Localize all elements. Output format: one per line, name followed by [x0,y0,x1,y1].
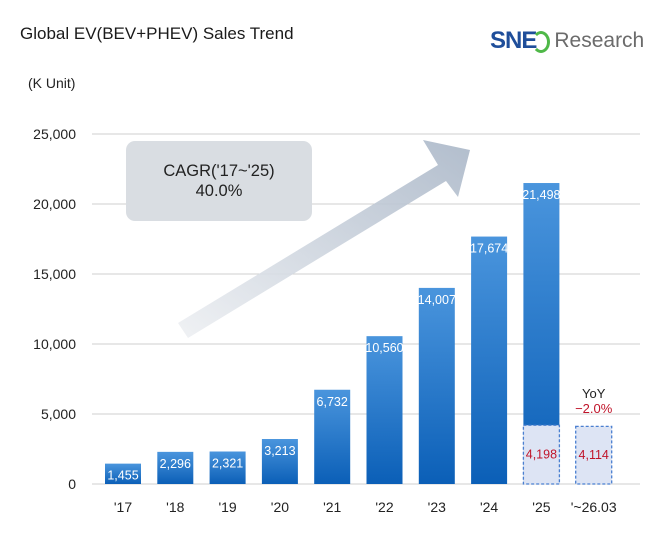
cagr-label: CAGR('17~'25) [163,162,274,180]
bar-value-label: 14,007 [418,293,456,307]
bar [209,451,246,484]
y-tick-label: 5,000 [41,406,76,422]
yoy-label: YoY [582,386,606,401]
bar-value-label: 3,213 [264,444,295,458]
y-tick-label: 25,000 [33,126,76,142]
y-tick-label: 0 [68,476,76,492]
x-tick-label: '24 [480,499,498,515]
cagr-box [126,141,312,221]
y-tick-label: 20,000 [33,196,76,212]
highlight-value-label: 4,198 [526,448,557,462]
bar-value-label: 1,455 [107,469,138,483]
logo-research-text: Research [554,29,645,52]
bar-value-label: 10,560 [365,341,403,355]
x-tick-label: '20 [271,499,289,515]
y-tick-label: 15,000 [33,266,76,282]
x-tick-label: '18 [166,499,184,515]
x-tick-label: '~26.03 [571,499,617,515]
y-tick-label: 10,000 [33,336,76,352]
x-tick-label: '25 [532,499,550,515]
growth-arrow-icon [178,140,470,338]
bar [418,287,455,484]
bar [366,336,403,484]
x-tick-label: '19 [218,499,236,515]
bar-value-label: 21,498 [522,188,560,202]
cagr-value: 40.0% [196,182,243,200]
bars: 1,455 2,296 2,321 3,213 6,732 10,560 14,007 17,… [105,183,561,484]
chart-title: Global EV(BEV+PHEV) Sales Trend [20,24,294,43]
logo-sne-text: SNE [490,27,537,54]
x-axis-ticks: '17 '18 '19 '20 '21 '22 '23 '24 '25 '~26.03 [114,499,617,515]
x-tick-label: '17 [114,499,132,515]
y-axis-unit: (K Unit) [28,75,76,91]
bar [314,389,351,484]
bar [157,451,194,484]
logo-arc-icon [532,31,551,53]
growth-arrow [178,140,470,338]
bar-value-label: 17,674 [470,242,508,256]
x-tick-label: '21 [323,499,341,515]
sne-research-logo: SNE Research [490,27,644,55]
bar-value-label: 2,321 [212,457,243,471]
bar [105,463,141,484]
yoy-value: −2.0% [575,401,613,416]
bar-value-label: 2,296 [160,457,191,471]
y-axis-ticks: 0 5,000 10,000 15,000 20,000 25,000 [33,126,76,492]
x-tick-label: '23 [428,499,446,515]
highlight-value-label: 4,114 [579,448,609,462]
x-tick-label: '22 [375,499,393,515]
highlight-box [575,425,613,485]
annotations: CAGR('17~'25) 40.0% YoY−2.0% [126,141,613,416]
bar [471,236,508,484]
bar-value-label: 6,732 [317,395,348,409]
bar [261,439,298,484]
highlight-box [522,424,561,485]
highlight-boxes: 4,198 4,114 [522,424,613,485]
